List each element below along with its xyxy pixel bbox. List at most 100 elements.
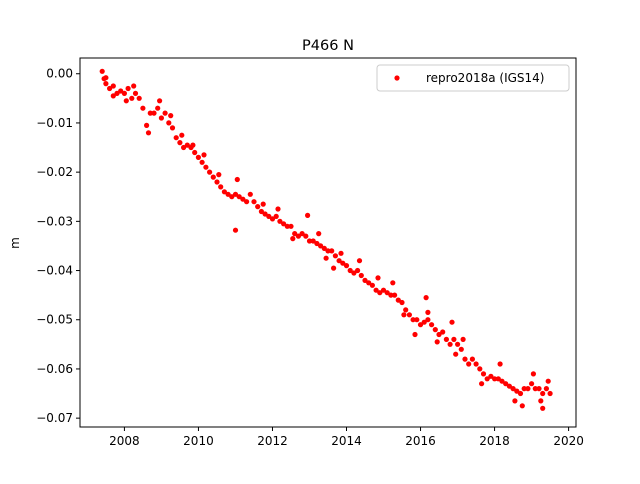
data-point	[351, 270, 357, 276]
data-point	[536, 386, 542, 392]
data-point	[157, 98, 163, 104]
data-point	[107, 85, 113, 92]
data-point	[421, 319, 427, 325]
data-point	[103, 81, 109, 87]
data-point	[399, 299, 405, 306]
data-point	[466, 361, 472, 367]
data-point	[512, 398, 518, 404]
data-point	[210, 174, 216, 180]
data-point	[477, 366, 483, 372]
data-point	[336, 258, 342, 264]
data-point	[218, 184, 224, 190]
x-tick-label: 2016	[405, 434, 436, 448]
data-point	[332, 253, 338, 259]
data-point	[545, 378, 551, 384]
data-point	[425, 317, 431, 323]
data-point	[269, 216, 276, 222]
data-point	[492, 376, 498, 382]
data-point	[495, 376, 501, 382]
data-point	[236, 194, 242, 200]
data-point	[110, 93, 116, 99]
y-tick-label: 0.00	[46, 67, 73, 81]
data-point	[479, 381, 485, 387]
data-point	[425, 309, 431, 315]
data-point	[195, 154, 201, 160]
data-point	[306, 238, 313, 244]
data-point	[299, 231, 305, 237]
legend-label: repro2018a (IGS14)	[426, 71, 544, 85]
data-point	[221, 189, 227, 195]
data-point	[199, 159, 205, 165]
data-point	[305, 212, 311, 218]
data-point	[281, 221, 287, 227]
data-point	[503, 381, 509, 387]
x-tick-label: 2020	[553, 434, 584, 448]
data-point	[123, 98, 129, 104]
data-point	[216, 172, 222, 178]
data-point	[290, 236, 296, 242]
data-point	[110, 83, 116, 89]
data-point	[151, 110, 157, 116]
data-point	[103, 75, 109, 81]
data-point	[310, 238, 316, 244]
data-point	[168, 113, 174, 119]
data-point	[338, 250, 344, 256]
data-point	[132, 90, 139, 96]
data-point	[318, 243, 324, 249]
y-tick-label: −0.01	[36, 116, 73, 130]
data-point	[451, 336, 457, 342]
data-point	[514, 388, 520, 394]
data-point	[429, 322, 435, 328]
data-point	[229, 194, 235, 200]
data-point	[432, 327, 438, 333]
data-point	[340, 260, 346, 266]
data-point	[288, 223, 294, 229]
y-tick-label: −0.04	[36, 264, 73, 278]
data-point	[121, 90, 127, 96]
data-point	[497, 361, 503, 367]
data-point	[273, 213, 279, 219]
data-point	[414, 317, 420, 323]
data-point	[355, 267, 361, 274]
data-point	[356, 258, 363, 264]
data-point	[118, 88, 124, 94]
data-point	[473, 361, 479, 367]
y-tick-label: −0.05	[36, 313, 73, 327]
data-point	[384, 290, 390, 296]
data-point	[125, 85, 131, 92]
data-point	[323, 255, 329, 261]
data-point	[234, 176, 240, 183]
data-point	[540, 405, 546, 411]
data-point	[169, 125, 176, 131]
data-point	[529, 381, 535, 387]
data-point	[244, 199, 250, 205]
data-point	[538, 398, 544, 404]
y-axis: 0.00 −0.01 −0.02 −0.03 −0.04 −0.05 −0.06 −0.07	[36, 67, 80, 425]
data-point	[540, 390, 546, 397]
data-point	[458, 346, 464, 352]
data-point	[292, 231, 298, 237]
data-point	[321, 245, 327, 251]
y-tick-label: −0.03	[36, 214, 73, 228]
data-point	[510, 386, 516, 392]
data-point	[380, 287, 387, 293]
data-point	[158, 115, 164, 121]
data-point	[449, 319, 455, 325]
data-point	[375, 275, 381, 281]
data-point	[184, 142, 190, 148]
data-point	[499, 378, 505, 384]
data-point	[543, 386, 550, 392]
data-point	[530, 371, 537, 377]
data-point	[440, 329, 446, 335]
data-point	[423, 295, 429, 301]
data-point	[179, 132, 185, 138]
data-point	[275, 206, 281, 212]
x-tick-label: 2014	[331, 434, 362, 448]
data-point	[506, 383, 512, 389]
data-point	[532, 386, 538, 392]
data-point	[247, 191, 253, 197]
data-point	[240, 196, 246, 202]
legend: repro2018a (IGS14)	[376, 64, 570, 92]
y-tick-label: −0.02	[36, 165, 73, 179]
data-point	[255, 204, 261, 210]
